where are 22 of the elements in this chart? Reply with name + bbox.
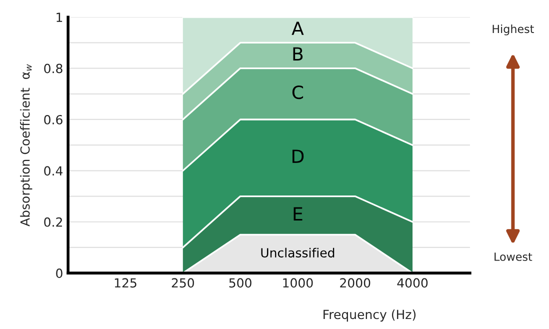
- x-tick-label: 2000: [340, 278, 370, 288]
- series-label: Unclassified: [261, 248, 334, 258]
- series-label: A: [292, 22, 304, 35]
- x-tick-label: 250: [172, 278, 194, 288]
- y-tick-label: 0.8: [44, 64, 62, 74]
- y-tick-label: 0: [56, 268, 62, 278]
- y-tick-label: 0.6: [44, 114, 62, 124]
- series-label: E: [294, 207, 302, 220]
- x-tick-label: 125: [114, 278, 136, 288]
- x-tick-label: 500: [229, 278, 252, 288]
- text: Lowest: [494, 252, 532, 261]
- series-label: D: [292, 150, 304, 163]
- y-tick-label: 0.2: [44, 217, 62, 227]
- x-tick-label: 1000: [283, 278, 313, 288]
- y-tick-label: 0.4: [44, 166, 63, 176]
- x-axis-title: Frequency (Hz): [324, 309, 416, 322]
- series-label: B: [293, 47, 303, 60]
- y-axis-title: Absorption Coefficient α$_{w}$: [20, 64, 32, 226]
- x-tick-label: 4000: [397, 278, 428, 288]
- series-label: C: [292, 85, 304, 100]
- y-tick-label: 1: [56, 12, 62, 22]
- text: Highest: [492, 24, 534, 36]
